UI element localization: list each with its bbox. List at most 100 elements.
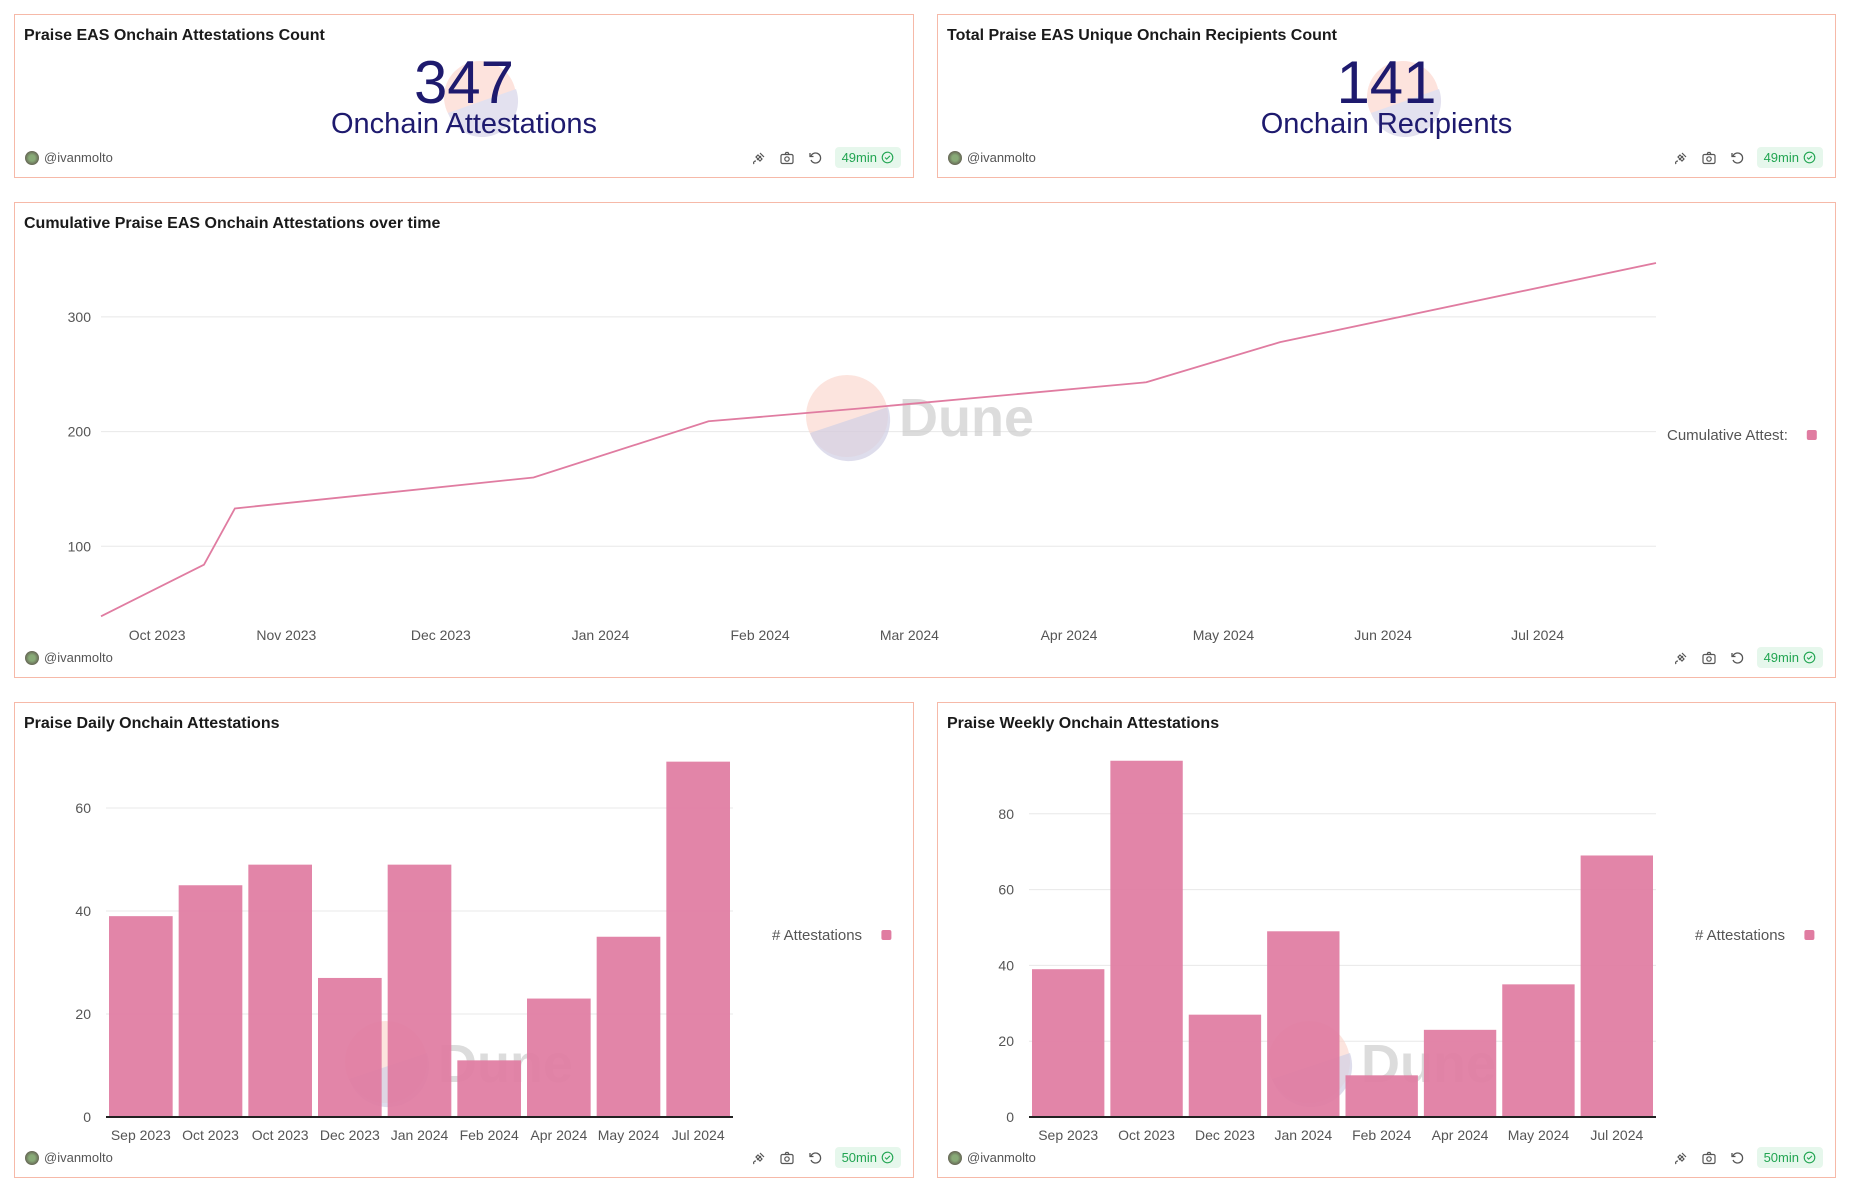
bar — [1032, 969, 1105, 1117]
x-tick-label: Oct 2023 — [1118, 1127, 1175, 1143]
bar — [318, 977, 382, 1117]
bar — [457, 1060, 521, 1117]
bar — [178, 885, 243, 1117]
y-tick-label: 60 — [998, 882, 1014, 898]
avatar — [948, 1150, 962, 1165]
author-name[interactable]: @ivanmolto — [44, 1150, 113, 1165]
weekly-chart-card: Praise Weekly Onchain Attestations 0 20 40… — [937, 702, 1836, 1178]
query-link-icon[interactable] — [1673, 1150, 1689, 1166]
query-link-icon[interactable] — [1673, 150, 1689, 166]
bar — [1110, 760, 1183, 1117]
check-badge-icon — [881, 151, 894, 164]
refresh-icon[interactable] — [807, 1150, 823, 1166]
x-tick-label: Dec 2023 — [320, 1127, 380, 1143]
query-link-icon[interactable] — [751, 150, 767, 166]
y-tick-label: 100 — [68, 538, 92, 554]
x-tick-label: May 2024 — [598, 1127, 660, 1143]
author-name[interactable]: @ivanmolto — [967, 150, 1036, 165]
freshness-age: 50min — [1763, 1150, 1799, 1165]
x-tick-label: Feb 2024 — [730, 627, 789, 643]
freshness-badge[interactable]: 50min — [1756, 1147, 1823, 1168]
legend-swatch — [1804, 930, 1815, 940]
freshness-badge[interactable]: 50min — [834, 1147, 901, 1168]
y-tick-label: 60 — [75, 800, 91, 816]
freshness-age: 49min — [1763, 150, 1799, 165]
x-tick-label: Sep 2023 — [1038, 1127, 1098, 1143]
bar — [527, 998, 591, 1117]
camera-icon[interactable] — [779, 1150, 795, 1166]
card-title: Praise Weekly Onchain Attestations — [947, 715, 1220, 732]
avatar — [25, 650, 39, 665]
attestations-count-card: Praise EAS Onchain Attestations Count 34… — [14, 14, 914, 178]
legend-label: Cumulative Attest: — [1667, 427, 1788, 444]
bar — [387, 864, 452, 1117]
y-tick-label: 80 — [998, 806, 1014, 822]
freshness-badge[interactable]: 49min — [1756, 147, 1823, 168]
author[interactable]: @ivanmolto — [948, 150, 1036, 165]
dune-logo-segment — [810, 407, 891, 462]
camera-icon[interactable] — [1701, 650, 1717, 666]
author-name[interactable]: @ivanmolto — [967, 1150, 1036, 1165]
bar — [248, 864, 312, 1117]
card-title: Praise Daily Onchain Attestations — [24, 715, 280, 732]
camera-icon[interactable] — [1701, 150, 1717, 166]
bar — [1580, 855, 1653, 1117]
x-tick-label: Apr 2024 — [1041, 627, 1098, 643]
x-tick-label: Jun 2024 — [1354, 627, 1412, 643]
refresh-icon[interactable] — [1729, 650, 1745, 666]
check-badge-icon — [881, 1151, 894, 1164]
avatar — [25, 150, 39, 165]
dune-logo-watermark: Dune — [806, 375, 1034, 462]
x-tick-label: Jan 2024 — [572, 627, 630, 643]
freshness-age: 49min — [841, 150, 877, 165]
camera-icon[interactable] — [1701, 1150, 1717, 1166]
author[interactable]: @ivanmolto — [25, 650, 113, 665]
x-tick-label: Jan 2024 — [1275, 1127, 1333, 1143]
stat-value: 141 — [1336, 49, 1437, 116]
y-tick-label: 0 — [83, 1109, 91, 1125]
legend-swatch — [1806, 430, 1817, 440]
check-badge-icon — [1803, 1151, 1816, 1164]
freshness-badge[interactable]: 49min — [834, 147, 901, 168]
bar — [1188, 1014, 1262, 1117]
camera-icon[interactable] — [779, 150, 795, 166]
freshness-age: 49min — [1763, 650, 1799, 665]
refresh-icon[interactable] — [1729, 150, 1745, 166]
legend-label: # Attestations — [772, 927, 862, 944]
freshness-badge[interactable]: 49min — [1756, 647, 1823, 668]
stat-label: Onchain Attestations — [331, 108, 597, 140]
query-link-icon[interactable] — [1673, 650, 1689, 666]
card-title: Praise EAS Onchain Attestations Count — [24, 27, 325, 44]
bar — [1345, 1075, 1418, 1117]
x-tick-label: Apr 2024 — [530, 1127, 587, 1143]
x-tick-label: Apr 2024 — [1432, 1127, 1489, 1143]
refresh-icon[interactable] — [1729, 1150, 1745, 1166]
author-name[interactable]: @ivanmolto — [44, 150, 113, 165]
author[interactable]: @ivanmolto — [948, 1150, 1036, 1165]
y-tick-label: 200 — [68, 424, 92, 440]
avatar — [948, 150, 962, 165]
refresh-icon[interactable] — [807, 150, 823, 166]
bar — [596, 936, 661, 1117]
avatar — [25, 1150, 39, 1165]
bar — [1267, 931, 1340, 1117]
author[interactable]: @ivanmolto — [25, 150, 113, 165]
x-tick-label: Mar 2024 — [880, 627, 939, 643]
card-title: Cumulative Praise EAS Onchain Attestatio… — [24, 215, 441, 232]
author[interactable]: @ivanmolto — [25, 1150, 113, 1165]
stat-label: Onchain Recipients — [1260, 108, 1513, 140]
y-tick-label: 0 — [1006, 1109, 1014, 1125]
bar — [1423, 1029, 1497, 1117]
bar — [1502, 984, 1575, 1117]
query-link-icon[interactable] — [751, 1150, 767, 1166]
y-tick-label: 300 — [68, 309, 92, 325]
x-tick-label: Oct 2023 — [182, 1127, 239, 1143]
x-tick-label: Dec 2023 — [411, 627, 471, 643]
x-tick-label: Feb 2024 — [1352, 1127, 1411, 1143]
x-tick-label: Oct 2023 — [252, 1127, 309, 1143]
x-tick-label: May 2024 — [1193, 627, 1255, 643]
x-tick-label: Jul 2024 — [1590, 1127, 1643, 1143]
author-name[interactable]: @ivanmolto — [44, 650, 113, 665]
